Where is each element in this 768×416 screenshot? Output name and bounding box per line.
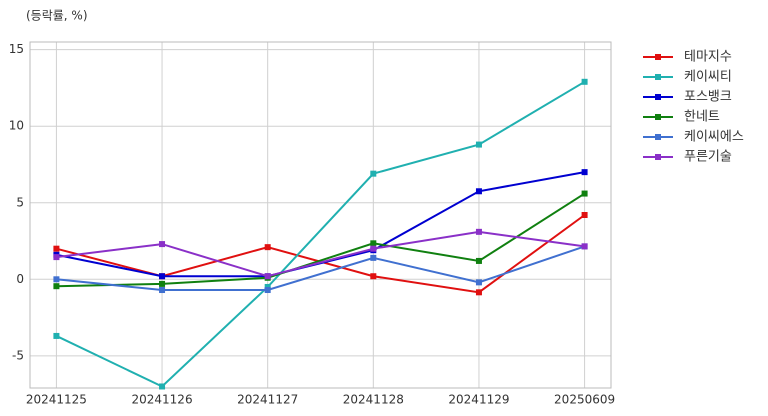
point-marker — [53, 254, 60, 261]
point-marker — [475, 188, 482, 195]
y-axis-label: (등락률, %) — [26, 9, 88, 23]
x-tick-label: 20241128 — [343, 393, 404, 407]
y-tick-label: -5 — [12, 348, 24, 362]
point-marker — [264, 273, 271, 280]
x-tick-label: 20241127 — [237, 393, 298, 407]
y-tick-label: 10 — [9, 119, 24, 133]
point-marker — [475, 279, 482, 286]
point-marker — [159, 241, 166, 248]
point-marker — [159, 383, 166, 390]
point-marker — [159, 287, 166, 294]
point-marker — [370, 245, 377, 252]
point-marker — [581, 212, 588, 218]
y-tick-label: 5 — [16, 195, 24, 209]
legend-label: 테마지수 — [684, 50, 732, 65]
point-marker — [53, 276, 60, 283]
point-marker — [370, 170, 377, 177]
point-marker — [159, 273, 166, 280]
point-marker — [53, 283, 60, 290]
x-tick-label: 20241126 — [132, 393, 193, 407]
legend-marker — [655, 154, 661, 160]
point-marker — [581, 78, 588, 85]
y-tick-label: 0 — [16, 272, 24, 286]
point-marker — [159, 280, 166, 287]
legend-marker — [655, 114, 661, 120]
plot-frame — [29, 41, 612, 389]
legend-label: 포스뱅크 — [684, 90, 732, 105]
point-marker — [370, 273, 377, 280]
legend-label: 케이씨에스 — [684, 130, 744, 145]
point-marker — [53, 332, 60, 339]
legend-marker — [655, 54, 661, 60]
x-tick-label: 20250609 — [554, 393, 615, 407]
legend-label: 푸른기술 — [684, 150, 732, 165]
point-marker — [581, 190, 588, 197]
point-marker — [581, 169, 588, 176]
series-line — [56, 245, 585, 292]
series-line — [56, 192, 586, 288]
point-marker — [475, 141, 482, 148]
legend-marker — [655, 134, 661, 140]
point-marker — [581, 243, 588, 250]
point-marker — [264, 244, 271, 251]
point-marker — [264, 287, 271, 294]
series-line — [56, 230, 585, 278]
point-marker — [53, 245, 60, 252]
legend-marker — [655, 94, 661, 100]
y-tick-label: 15 — [9, 42, 24, 56]
legend-marker — [655, 74, 661, 80]
point-marker — [370, 240, 377, 247]
point-marker — [475, 228, 482, 235]
point-marker — [370, 254, 377, 261]
legend-label: 케이씨티 — [684, 70, 732, 85]
x-tick-label: 20241125 — [26, 393, 87, 407]
point-marker — [264, 283, 271, 290]
point-marker — [475, 257, 482, 264]
x-tick-label: 20241129 — [448, 393, 509, 407]
series-line — [55, 80, 586, 388]
point-marker — [475, 289, 482, 296]
legend-label: 한네트 — [684, 110, 720, 125]
series-line — [56, 214, 586, 294]
